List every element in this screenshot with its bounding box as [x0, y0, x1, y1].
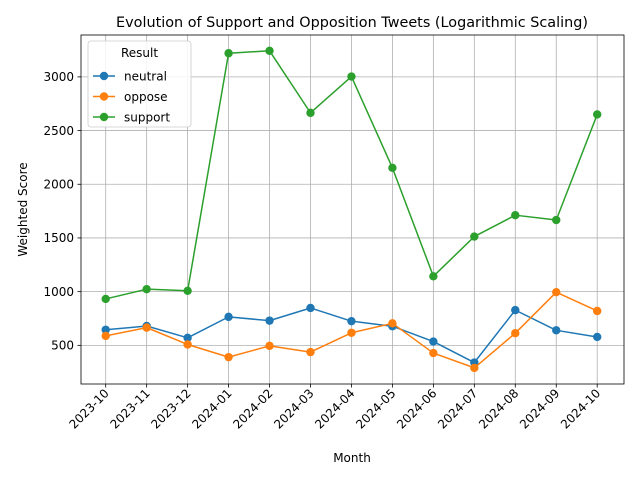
support-point [183, 286, 192, 295]
legend-item-neutral: neutral [93, 69, 167, 83]
support-point [101, 294, 110, 304]
neutral-point [224, 312, 233, 322]
neutral-point [306, 303, 315, 313]
support-point [429, 272, 438, 281]
x-tick-label: 2024-07 [435, 386, 480, 431]
support-point [593, 110, 602, 119]
x-tick-label: 2023-10 [66, 386, 111, 431]
support-point [306, 108, 315, 118]
neutral-point [552, 326, 561, 335]
y-tick-label: 500 [51, 339, 74, 353]
chart-title: Evolution of Support and Opposition Twee… [116, 15, 588, 31]
legend-label: oppose [124, 90, 168, 104]
oppose-point [224, 352, 233, 362]
legend-marker [99, 71, 109, 81]
oppose-point [183, 340, 192, 349]
x-tick-label: 2023-11 [107, 386, 152, 431]
x-tick-label: 2024-05 [353, 386, 398, 431]
neutral-point [265, 316, 274, 325]
neutral-point [101, 325, 110, 334]
x-axis: 2023-102023-112023-122024-012024-022024-… [66, 384, 603, 432]
y-tick-label: 2000 [43, 177, 74, 191]
oppose-point [265, 341, 274, 351]
support-point [142, 284, 151, 294]
series-support [101, 46, 602, 304]
y-axis-label: Weighted Score [16, 162, 30, 256]
oppose-point [470, 363, 479, 373]
support-point [347, 72, 356, 81]
x-tick-label: 2024-08 [476, 386, 521, 431]
oppose-point [388, 319, 397, 328]
legend-marker [99, 112, 109, 122]
series-layer [101, 46, 602, 373]
legend-title: Result [121, 46, 158, 60]
legend-item-support: support [93, 110, 170, 124]
oppose-point [347, 328, 356, 337]
neutral-point [183, 333, 192, 343]
y-tick-label: 2500 [43, 124, 74, 138]
y-tick-label: 1000 [43, 285, 74, 299]
oppose-point [429, 348, 438, 358]
y-tick-label: 3000 [43, 70, 74, 84]
legend: Result neutral oppose support [87, 40, 192, 128]
y-tick-label: 1500 [43, 231, 74, 245]
x-tick-label: 2023-12 [148, 386, 193, 431]
legend-item-oppose: oppose [93, 90, 168, 104]
x-tick-label: 2024-01 [189, 386, 234, 431]
support-point [552, 215, 561, 225]
legend-frame [87, 40, 192, 128]
oppose-point [511, 329, 520, 338]
series-oppose [101, 287, 602, 373]
support-point [470, 232, 479, 241]
x-tick-label: 2024-02 [230, 386, 275, 431]
oppose-point [306, 347, 315, 357]
x-tick-label: 2024-04 [312, 386, 357, 431]
x-tick-label: 2024-06 [394, 386, 439, 431]
neutral-point [347, 316, 356, 326]
legend-label: neutral [124, 69, 167, 83]
support-point [511, 210, 520, 220]
x-tick-label: 2024-03 [271, 386, 316, 431]
oppose-point [101, 331, 110, 341]
oppose-point [593, 306, 602, 316]
oppose-point [552, 287, 561, 297]
legend-label: support [124, 110, 170, 124]
x-tick-label: 2024-10 [558, 386, 603, 431]
support-point [224, 49, 233, 58]
support-point [265, 46, 274, 55]
plot-area-frame [80, 34, 625, 385]
support-point [388, 163, 397, 173]
neutral-point [511, 305, 520, 315]
legend-marker [99, 92, 109, 101]
x-axis-label: Month [333, 451, 371, 465]
neutral-point [429, 337, 438, 346]
neutral-point [593, 332, 602, 342]
x-tick-label: 2024-09 [517, 386, 562, 431]
oppose-point [142, 323, 151, 332]
y-axis: 500 1000 1500 2000 2500 3000 [43, 70, 81, 353]
